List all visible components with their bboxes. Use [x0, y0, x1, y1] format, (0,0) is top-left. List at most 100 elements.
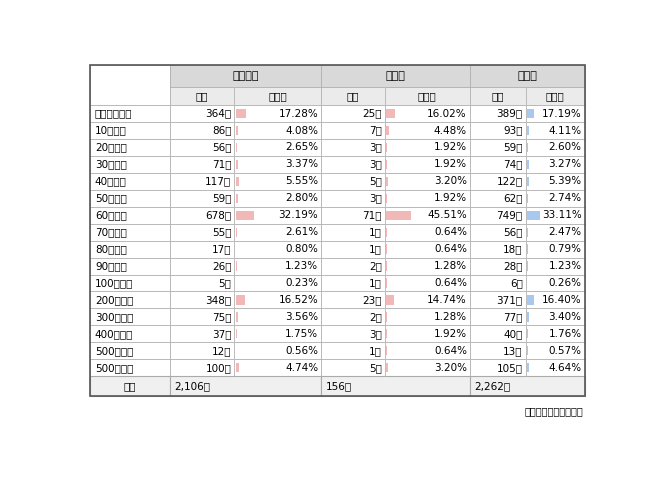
Text: 348社: 348社 [205, 295, 231, 305]
Bar [321, 359, 385, 376]
Bar [90, 274, 170, 292]
Text: 62社: 62社 [503, 193, 523, 203]
Text: 117社: 117社 [205, 176, 231, 187]
Bar [470, 156, 526, 173]
Text: 0.64%: 0.64% [434, 346, 467, 356]
Bar [90, 173, 170, 190]
Bar [234, 224, 321, 241]
Bar [385, 224, 470, 241]
Text: 社数: 社数 [346, 91, 359, 101]
Text: 678社: 678社 [205, 210, 231, 220]
Text: 0.79%: 0.79% [548, 244, 581, 254]
Bar [90, 156, 170, 173]
Bar [234, 86, 321, 105]
Bar [526, 105, 585, 122]
Bar [386, 193, 387, 203]
Bar [321, 376, 470, 396]
Bar [170, 342, 234, 359]
Text: 17.19%: 17.19% [542, 109, 581, 119]
Bar [385, 156, 470, 173]
Text: 5社: 5社 [369, 363, 381, 373]
Text: 1.28%: 1.28% [434, 261, 467, 271]
Text: 中小企業: 中小企業 [232, 71, 259, 81]
Bar [236, 109, 246, 118]
Bar [526, 156, 585, 173]
Text: 18社: 18社 [503, 244, 523, 254]
Bar [470, 190, 526, 207]
Text: 構成比: 構成比 [418, 91, 437, 101]
Bar [170, 207, 234, 224]
Text: 16.02%: 16.02% [427, 109, 467, 119]
Bar [385, 308, 470, 326]
Bar [386, 363, 388, 372]
Bar [470, 326, 526, 342]
Bar [470, 86, 526, 105]
Text: 1社: 1社 [369, 278, 381, 288]
Text: 500円未満: 500円未満 [95, 346, 133, 356]
Text: 3社: 3社 [369, 329, 381, 339]
Text: 60円未満: 60円未満 [95, 210, 127, 220]
Text: 389社: 389社 [496, 109, 523, 119]
Bar [170, 190, 234, 207]
Bar [236, 211, 254, 220]
Bar [321, 241, 385, 258]
Text: 12社: 12社 [212, 346, 231, 356]
Bar [90, 105, 170, 122]
Bar [321, 190, 385, 207]
Text: 3社: 3社 [369, 142, 381, 153]
Bar [385, 359, 470, 376]
Bar [527, 295, 533, 304]
Bar [90, 258, 170, 274]
Bar [236, 177, 239, 186]
Text: 749社: 749社 [496, 210, 523, 220]
Text: 90円未満: 90円未満 [95, 261, 127, 271]
Text: 1.92%: 1.92% [434, 142, 467, 153]
Text: 59社: 59社 [212, 193, 231, 203]
Bar [386, 312, 387, 322]
Bar [236, 261, 237, 271]
Text: 40円未満: 40円未満 [95, 176, 127, 187]
Text: 93社: 93社 [503, 126, 523, 136]
Bar [236, 160, 238, 169]
Text: 30円未満: 30円未満 [95, 160, 127, 169]
Text: 74社: 74社 [503, 160, 523, 169]
Text: 5社: 5社 [218, 278, 231, 288]
Text: 大企業: 大企業 [385, 71, 405, 81]
Bar [234, 122, 321, 139]
Bar [90, 376, 170, 396]
Bar [170, 326, 234, 342]
Text: 構成比: 構成比 [269, 91, 287, 101]
Bar [470, 292, 526, 308]
Bar [236, 143, 238, 152]
Bar [527, 211, 540, 220]
Text: 許容できない: 許容できない [95, 109, 133, 119]
Bar [90, 224, 170, 241]
Bar [385, 207, 470, 224]
Bar [386, 177, 388, 186]
Text: 1.92%: 1.92% [434, 160, 467, 169]
Bar [385, 241, 470, 258]
Bar [527, 227, 528, 237]
Text: 70円未満: 70円未満 [95, 227, 127, 237]
Text: 32.19%: 32.19% [279, 210, 318, 220]
Text: 社数: 社数 [492, 91, 504, 101]
Bar [90, 65, 585, 396]
Bar [470, 308, 526, 326]
Bar [526, 359, 585, 376]
Bar [234, 241, 321, 258]
Text: 2.65%: 2.65% [285, 142, 318, 153]
Bar [321, 122, 385, 139]
Text: 0.57%: 0.57% [548, 346, 581, 356]
Bar [385, 105, 470, 122]
Text: 105社: 105社 [497, 363, 523, 373]
Bar [470, 359, 526, 376]
Text: 2,106社: 2,106社 [175, 381, 211, 391]
Bar [385, 342, 470, 359]
Bar [236, 193, 238, 203]
Bar [170, 122, 234, 139]
Text: 1社: 1社 [369, 227, 381, 237]
Text: 50円未満: 50円未満 [95, 193, 127, 203]
Text: 371社: 371社 [496, 295, 523, 305]
Text: 1.92%: 1.92% [434, 193, 467, 203]
Text: 0.26%: 0.26% [548, 278, 581, 288]
